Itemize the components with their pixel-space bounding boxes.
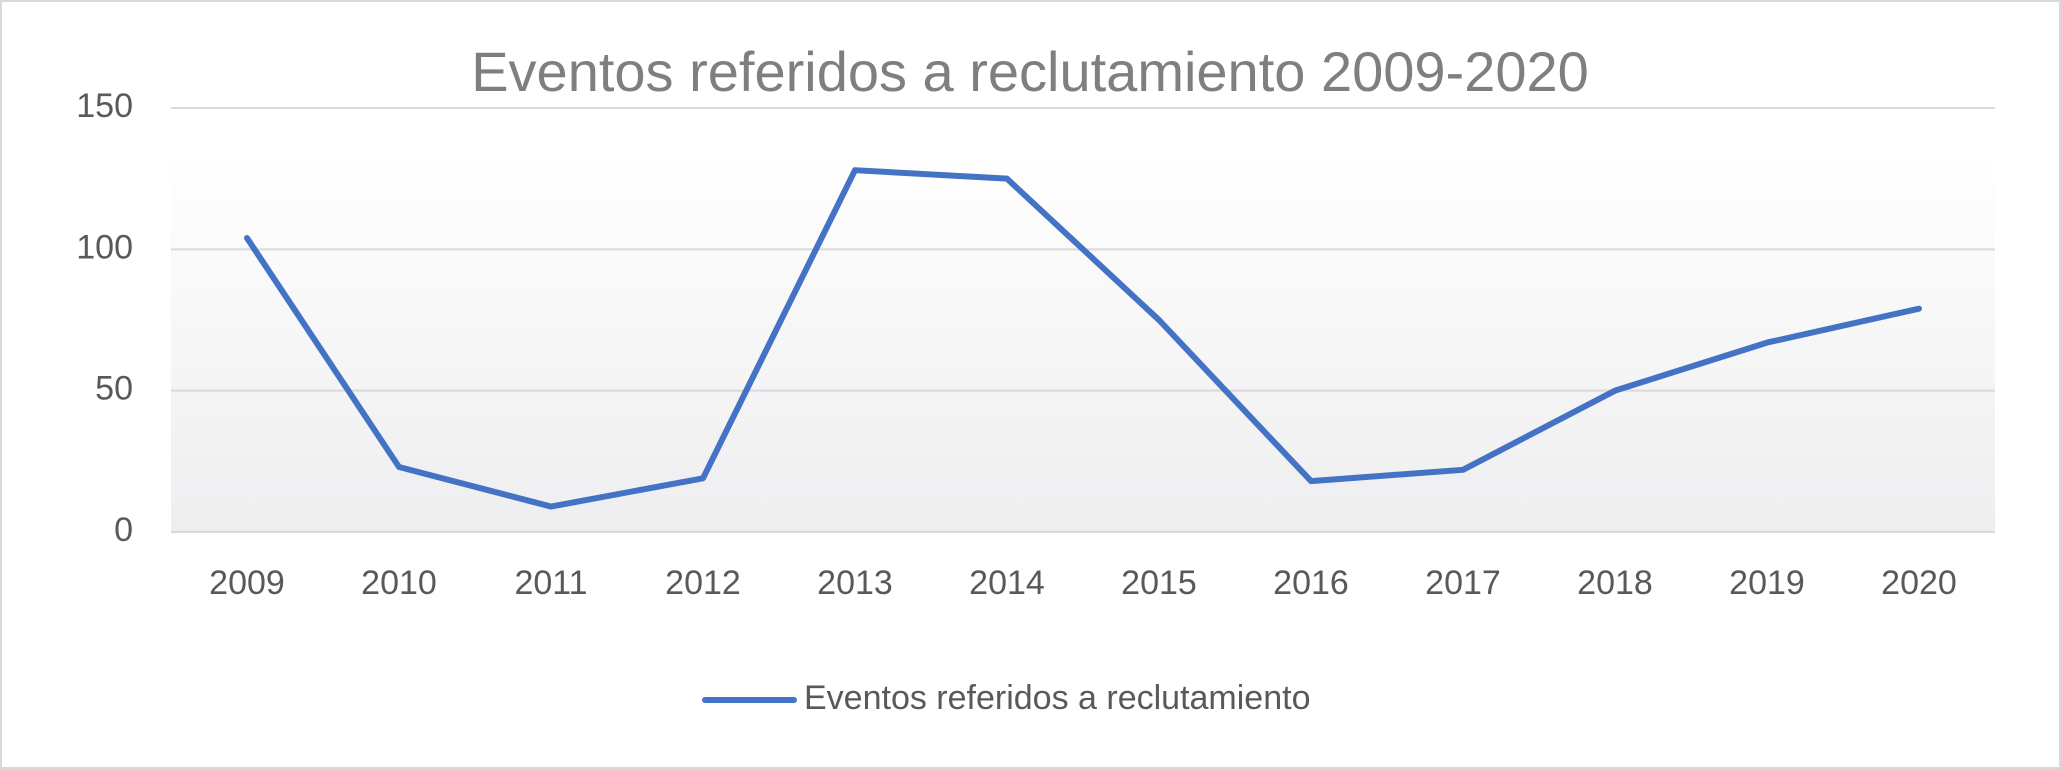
y-tick-label: 0: [114, 511, 133, 549]
plot-background: [171, 150, 1995, 532]
legend-label: Eventos referidos a reclutamiento: [804, 679, 1310, 717]
line-series: [244, 167, 1922, 510]
x-tick-label: 2010: [361, 564, 437, 602]
x-tick-label: 2014: [969, 564, 1045, 602]
y-tick-label: 150: [76, 87, 133, 125]
y-tick-label: 100: [76, 228, 133, 266]
legend: Eventos referidos a reclutamiento: [702, 679, 1310, 717]
chart-title: Eventos referidos a reclutamiento 2009-2…: [471, 40, 1589, 103]
x-tick-label: 2020: [1881, 564, 1957, 602]
y-tick-label: 50: [95, 370, 133, 408]
grid: 0 50 100 150 2009 2010 2011 2012 2013 2014 2015 201…: [76, 87, 1995, 602]
x-tick-label: 2017: [1425, 564, 1501, 602]
x-tick-label: 2019: [1729, 564, 1805, 602]
x-tick-label: 2018: [1577, 564, 1653, 602]
plot: [244, 167, 1922, 510]
x-tick-label: 2011: [514, 564, 587, 602]
x-tick-label: 2016: [1273, 564, 1349, 602]
x-tick-label: 2012: [665, 564, 741, 602]
x-tick-label: 2009: [209, 564, 285, 602]
x-tick-label: 2013: [817, 564, 893, 602]
x-tick-label: 2015: [1121, 564, 1197, 602]
